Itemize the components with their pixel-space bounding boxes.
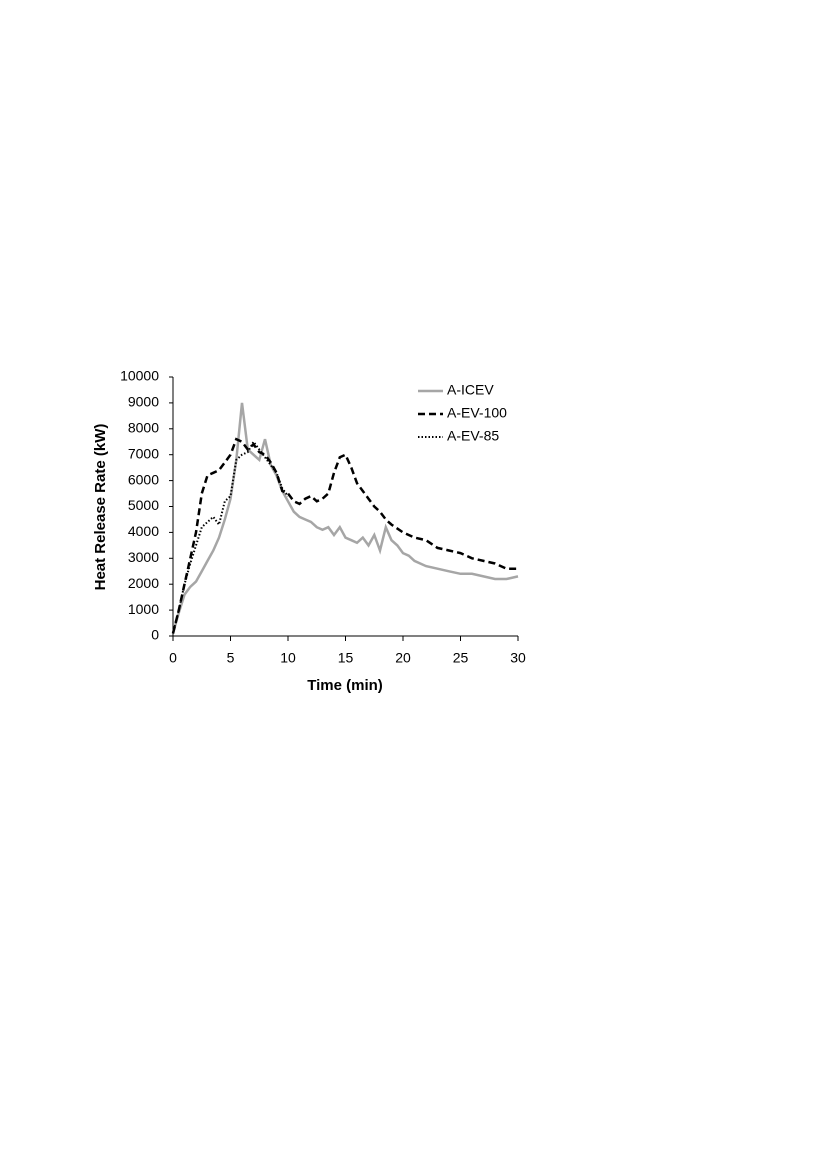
x-tick-label: 5 <box>227 650 235 666</box>
data-line <box>172 439 289 634</box>
legend-label: A-ICEV <box>447 382 494 398</box>
y-tick-label: 7000 <box>128 445 159 461</box>
data-line <box>171 402 519 634</box>
y-tick-label: 4000 <box>128 523 159 539</box>
y-tick-label: 1000 <box>128 601 159 617</box>
y-tick-label: 2000 <box>128 575 159 591</box>
legend-label: A-EV-100 <box>447 405 507 421</box>
data-line <box>171 437 518 634</box>
x-axis-title: Time (min) <box>307 677 383 694</box>
y-tick-label: 0 <box>151 627 159 643</box>
x-tick-label: 15 <box>338 650 354 666</box>
y-tick-label: 10000 <box>120 368 159 384</box>
x-tick-label: 25 <box>453 650 469 666</box>
x-tick-label: 20 <box>395 650 411 666</box>
y-tick-label: 5000 <box>128 497 159 513</box>
x-tick-label: 10 <box>280 650 296 666</box>
y-tick-label: 6000 <box>128 471 159 487</box>
legend-label: A-EV-85 <box>447 428 499 444</box>
y-tick-label: 3000 <box>128 549 159 565</box>
y-tick-label: 9000 <box>128 394 159 410</box>
x-tick-label: 0 <box>169 650 177 666</box>
x-tick-label: 30 <box>510 650 526 666</box>
y-tick-label: 8000 <box>128 420 159 436</box>
y-axis-title: Heat Release Rate (kW) <box>92 424 109 591</box>
